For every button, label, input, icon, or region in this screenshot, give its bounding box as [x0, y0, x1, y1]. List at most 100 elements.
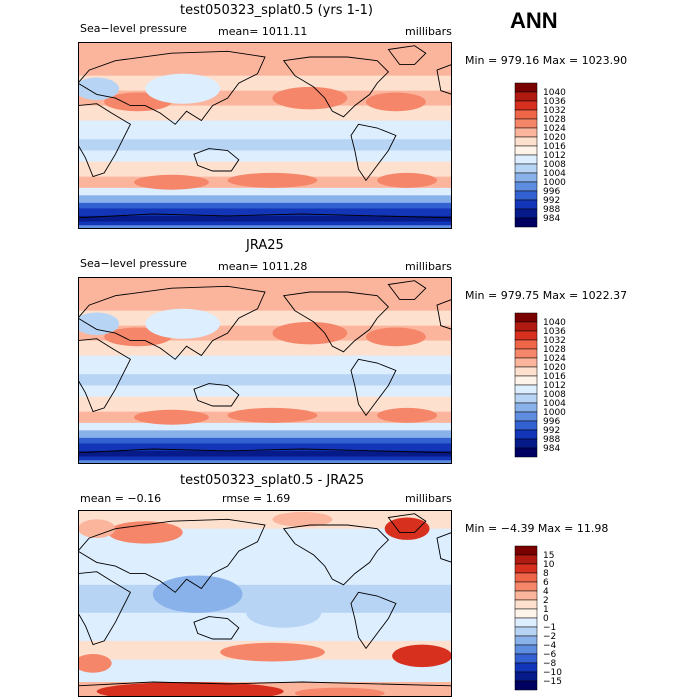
coastline [193, 616, 240, 640]
coastline [78, 448, 452, 454]
field-band [78, 187, 452, 196]
colorbar-label: 992 [543, 426, 560, 436]
field-feature [365, 92, 426, 112]
field-band [78, 450, 452, 458]
panel-2-minmax: Min = 979.75 Max = 1022.37 [465, 289, 628, 302]
coastline [78, 571, 131, 646]
colorbar-swatch [514, 312, 538, 323]
map-frame [78, 277, 452, 464]
coastline [78, 681, 452, 687]
colorbar-label: 1024 [543, 124, 566, 134]
field-band [78, 202, 452, 209]
field-band [78, 659, 452, 683]
colorbar-label: 6 [543, 578, 549, 588]
colorbar-swatch [514, 635, 538, 646]
colorbar-label: 1012 [543, 381, 566, 391]
colorbar-label: 1040 [543, 318, 566, 328]
field-feature [246, 597, 322, 628]
colorbar-label: −8 [543, 659, 557, 669]
colorbar-swatch [514, 608, 538, 619]
colorbar-swatch [514, 554, 538, 565]
field-feature [220, 642, 325, 662]
panel-3-title: test050323_splat0.5 - JRA25 [180, 473, 365, 488]
panel-1-map [78, 42, 452, 229]
colorbar-swatch [514, 181, 538, 192]
panel-3-minmax: Min = −4.39 Max = 11.98 [465, 522, 609, 535]
colorbar-swatch [514, 617, 538, 628]
colorbar-label: 996 [543, 417, 560, 427]
colorbar-swatch [514, 572, 538, 583]
field-band [78, 105, 452, 122]
field-feature [78, 312, 120, 335]
coastline [436, 298, 452, 330]
colorbar-swatch [514, 563, 538, 574]
field-band [78, 215, 452, 223]
panel-3-mean: mean = −0.16 [80, 492, 162, 505]
colorbar-label: −4 [543, 641, 557, 651]
coastline [387, 45, 427, 65]
colorbar-swatch [514, 172, 538, 183]
field-band [78, 161, 452, 178]
panel-3-units: millibars [405, 492, 452, 505]
colorbar-swatch [514, 581, 538, 592]
field-feature [377, 172, 438, 188]
colorbar-label: −15 [543, 677, 562, 687]
field-feature [152, 575, 243, 613]
field-band [78, 340, 452, 357]
field-band [78, 460, 452, 464]
colorbar-label: 1016 [543, 372, 566, 382]
field-feature [272, 321, 348, 345]
colorbar-label: 1 [543, 605, 549, 615]
field-band [78, 385, 452, 398]
colorbar-swatch [514, 662, 538, 673]
colorbar-label: 984 [543, 444, 560, 454]
colorbar-swatch [514, 190, 538, 201]
colorbar-label: 1036 [543, 327, 566, 337]
colorbar-swatch [514, 590, 538, 601]
field-feature [377, 407, 438, 423]
colorbar-swatch [514, 91, 538, 102]
colorbar-swatch [514, 671, 538, 682]
field-band [78, 355, 452, 375]
colorbar-label: 1024 [543, 354, 566, 364]
colorbar-swatch [514, 393, 538, 404]
field-feature [134, 174, 209, 190]
panel-2-units: millibars [405, 260, 452, 273]
colorbar-label: −10 [543, 668, 562, 678]
field-feature [227, 172, 318, 188]
colorbar-label: 1008 [543, 390, 566, 400]
colorbar-label: 992 [543, 196, 560, 206]
colorbar-swatch [514, 384, 538, 395]
colorbar-swatch [514, 420, 538, 431]
colorbar-swatch [514, 402, 538, 413]
coastline [350, 123, 397, 182]
colorbar-label: 8 [543, 569, 549, 579]
colorbar-label: 988 [543, 435, 560, 445]
field-band [78, 396, 452, 413]
map-frame [78, 42, 452, 229]
colorbar-label: −2 [543, 632, 556, 642]
colorbar-label: −6 [543, 650, 557, 660]
colorbar-label: 1036 [543, 97, 566, 107]
panel-3-map [78, 510, 452, 697]
colorbar-swatch [514, 339, 538, 350]
field-feature [145, 308, 221, 339]
field-band [78, 456, 452, 461]
field-band [78, 374, 452, 386]
panel-1-colorbar: 1040103610321028102410201016101210081004… [514, 82, 566, 228]
field-band [78, 120, 452, 140]
colorbar-swatch [514, 429, 538, 440]
colorbar-swatch [514, 217, 538, 228]
colorbar-label: 984 [543, 214, 560, 224]
coastline [350, 358, 397, 417]
field-feature [227, 407, 318, 423]
colorbar-swatch [514, 348, 538, 359]
colorbar-label: 1000 [543, 178, 566, 188]
panel-2-mean: mean= 1011.28 [218, 260, 308, 273]
coastline [282, 56, 390, 118]
colorbar-swatch [514, 545, 538, 556]
panel-1-minmax: Min = 979.16 Max = 1023.90 [465, 54, 628, 67]
colorbar-swatch [514, 100, 538, 111]
field-band [78, 422, 452, 431]
